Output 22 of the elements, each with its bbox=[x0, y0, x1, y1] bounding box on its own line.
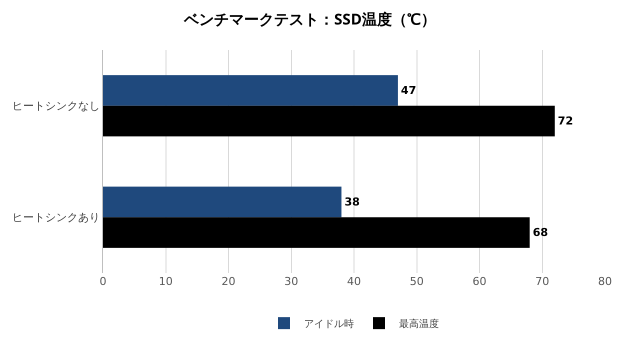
x-tick-label: 0 bbox=[100, 275, 106, 288]
bar bbox=[103, 75, 398, 106]
legend-label: アイドル時 bbox=[304, 316, 354, 330]
x-tick-label: 20 bbox=[222, 275, 236, 288]
x-tick-label: 10 bbox=[158, 275, 173, 288]
x-tick-label: 30 bbox=[284, 275, 298, 288]
legend-label: 最高温度 bbox=[399, 316, 439, 330]
bar bbox=[103, 106, 555, 136]
x-tick-label: 60 bbox=[472, 275, 486, 288]
y-tick-label: ヒートシンクあり bbox=[12, 210, 100, 226]
bar bbox=[103, 217, 530, 248]
bar bbox=[103, 186, 342, 218]
x-tick-label: 40 bbox=[347, 275, 361, 288]
y-tick-label: ヒートシンクなし bbox=[12, 98, 100, 114]
data-label: 72 bbox=[558, 114, 574, 128]
data-label: 47 bbox=[400, 84, 416, 97]
data-label: 68 bbox=[532, 226, 548, 240]
x-tick-label: 70 bbox=[535, 275, 550, 288]
x-tick-label: 80 bbox=[598, 275, 612, 288]
x-tick-label: 50 bbox=[410, 275, 424, 288]
data-label: 38 bbox=[344, 195, 360, 208]
chart-title: ベンチマークテスト：SSD温度（℃） bbox=[183, 10, 436, 30]
